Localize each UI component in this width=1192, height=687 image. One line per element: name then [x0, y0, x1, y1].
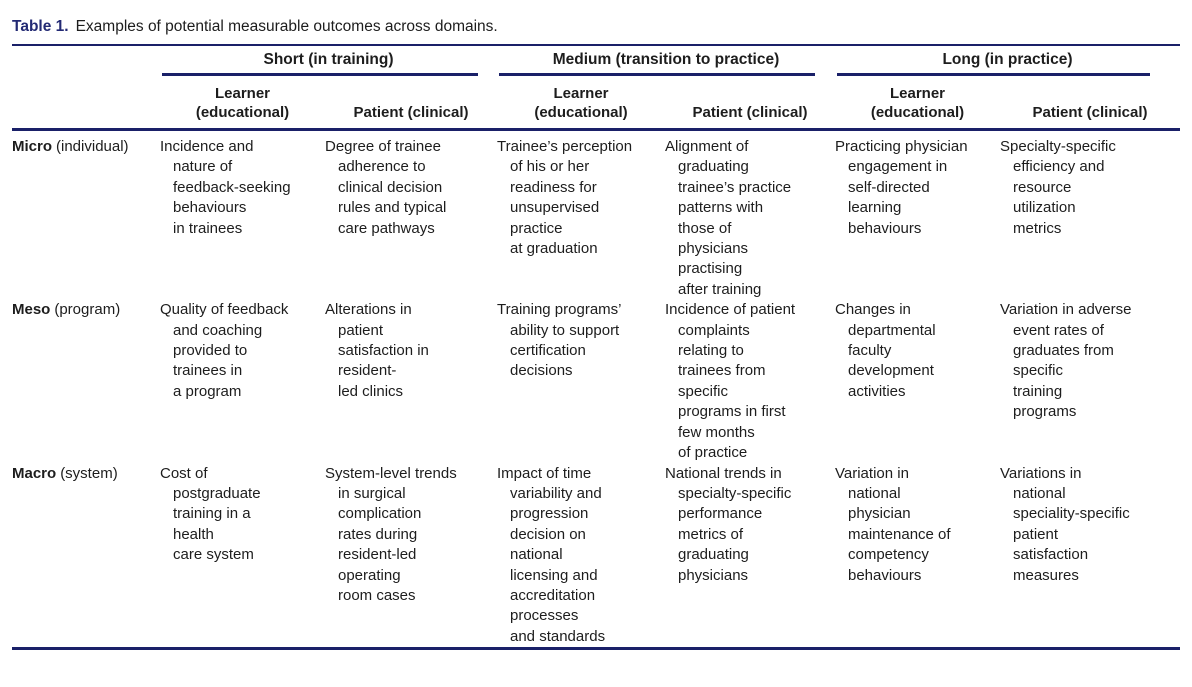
table-body: Micro (individual) Incidence and nature o…	[12, 131, 1180, 647]
column-group-medium-rule	[499, 73, 815, 76]
column-group-long-rule	[837, 73, 1150, 76]
row-level-label: Macro	[12, 464, 57, 482]
corner-spacer	[12, 50, 160, 76]
column-group-short: Short (in training)	[160, 50, 497, 76]
subheader-row: Learner (educational) Patient (clinical)…	[12, 76, 1180, 128]
cell-micro-long-learner: Practicing physician engagement in self-…	[835, 138, 968, 237]
column-group-long-label: Long (in practice)	[942, 51, 1073, 68]
subheader-medium-patient: Patient (clinical)	[692, 104, 808, 121]
cell-meso-medium-patient: Incidence of patient complaints relating…	[665, 301, 796, 462]
subheader-long-learner: Learner (educational)	[870, 85, 965, 121]
row-level-label: Micro	[12, 138, 53, 155]
row-header-meso: Meso (program)	[12, 300, 160, 320]
table-bottom-rule	[12, 647, 1180, 651]
header-bottom-rule	[12, 128, 1180, 131]
cell-micro-long-patient: Specialty-specific efficiency and resour…	[1000, 138, 1116, 237]
cell-micro-short-learner: Incidence and nature of feedback-seeking…	[160, 138, 291, 237]
subheader-spacer	[12, 76, 160, 128]
table-row-micro: Micro (individual) Incidence and nature o…	[12, 137, 1180, 300]
cell-micro-medium-patient: Alignment of graduating trainee’s practi…	[665, 138, 792, 298]
cell-macro-short-learner: Cost of postgraduate training in a healt…	[160, 464, 261, 564]
subheader-short-learner: Learner (educational)	[195, 85, 290, 121]
cell-meso-long-patient: Variation in adverse event rates of grad…	[1000, 301, 1132, 421]
table-number: Table 1.	[12, 18, 69, 35]
table-caption: Table 1. Examples of potential measurable…	[12, 17, 1180, 37]
column-group-long: Long (in practice)	[835, 50, 1180, 76]
row-level-qualifier: (individual)	[56, 138, 129, 155]
cell-macro-short-patient: System-level trends in surgical complica…	[325, 464, 457, 604]
row-level-qualifier: (program)	[54, 301, 121, 319]
caption-rule	[12, 44, 1180, 46]
cell-meso-long-learner: Changes in departmental faculty developm…	[835, 301, 936, 400]
column-group-short-label: Short (in training)	[263, 51, 394, 68]
cell-meso-short-patient: Alterations in patient satisfaction in r…	[325, 301, 429, 400]
row-level-qualifier: (system)	[60, 464, 118, 482]
subheader-long-patient: Patient (clinical)	[1032, 104, 1148, 121]
cell-macro-long-patient: Variations in national speciality-specif…	[1000, 464, 1130, 584]
column-group-short-rule	[162, 73, 478, 76]
subheader-short-patient: Patient (clinical)	[353, 104, 469, 121]
cell-macro-long-learner: Variation in national physician maintena…	[835, 464, 951, 584]
cell-meso-medium-learner: Training programs’ ability to support ce…	[497, 301, 622, 380]
table-caption-text: Examples of potential measurable outcome…	[75, 18, 498, 35]
cell-micro-medium-learner: Trainee’s perception of his or her readi…	[497, 138, 633, 258]
cell-macro-medium-learner: Impact of time variability and progressi…	[497, 464, 606, 645]
row-level-label: Meso	[12, 301, 51, 319]
column-group-header-row: Short (in training) Medium (transition t…	[12, 50, 1180, 76]
table-row-macro: Macro (system) Cost of postgraduate train…	[12, 464, 1180, 648]
paper-page: Table 1. Examples of potential measurable…	[0, 17, 1192, 651]
cell-meso-short-learner: Quality of feedback and coaching provide…	[160, 301, 289, 400]
column-group-medium-label: Medium (transition to practice)	[552, 51, 780, 68]
row-header-micro: Micro (individual)	[12, 137, 160, 157]
cell-micro-short-patient: Degree of trainee adherence to clinical …	[325, 138, 447, 237]
column-group-medium: Medium (transition to practice)	[497, 50, 835, 76]
table-row-meso: Meso (program) Quality of feedback and co…	[12, 300, 1180, 463]
row-header-macro: Macro (system)	[12, 464, 160, 484]
cell-macro-medium-patient: National trends in specialty-specific pe…	[665, 464, 792, 584]
subheader-medium-learner: Learner (educational)	[534, 85, 628, 121]
